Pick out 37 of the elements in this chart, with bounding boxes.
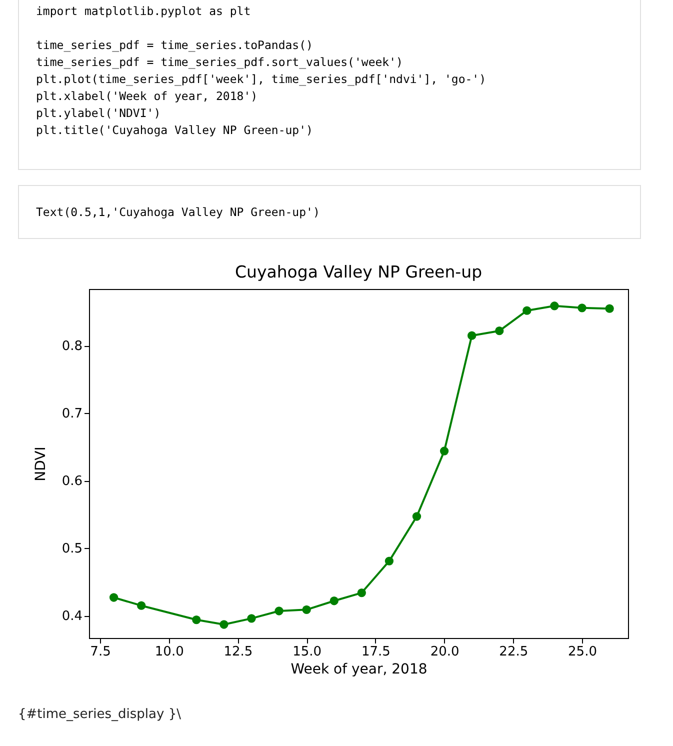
- point: [109, 593, 118, 602]
- point: [220, 620, 228, 629]
- point: [412, 512, 422, 521]
- point: [522, 306, 532, 315]
- point: [137, 601, 146, 610]
- x-tick-label: 15.0: [292, 644, 322, 660]
- text: {#time_series_display }\: [18, 707, 181, 722]
- point: [330, 596, 338, 606]
- y-tick-label: 0.5: [62, 542, 82, 557]
- x-tick-label: 7.5: [90, 644, 111, 660]
- x-tick-label: 25.0: [568, 644, 597, 660]
- y-tick-label: 0.4: [62, 609, 82, 624]
- point: [357, 588, 366, 598]
- y-tick-label: 0.6: [62, 474, 82, 490]
- chart-title: Cuyahoga Valley NP Green-up: [234, 262, 482, 282]
- point: [302, 605, 311, 614]
- point: [468, 331, 476, 340]
- y-tick-label: 0.7: [62, 406, 82, 422]
- x-tick-label: 17.5: [361, 644, 390, 660]
- point: [384, 556, 394, 566]
- y-tick-label: 0.8: [62, 339, 82, 354]
- y-axis-title: NDVI: [32, 446, 49, 482]
- text: import matplotlib.pyplot as plt time_series_pdf = time_series.toPandas() time_series_pdf = time_series_pdf.sort_values('week') plt.plot(time_series_pdf['week'], time_series_pdf['ndvi'], 'go-') plt.xlabel('Week of year, 2018') plt.ylabel('NDVI') plt.title('Cuyahoga Valley NP Green-up'): [36, 4, 486, 137]
- point: [274, 606, 284, 616]
- text: Text(0.5,1,'Cuyahoga Valley NP Green-up'): [18, 185, 641, 239]
- x-tick-label: 10.0: [154, 644, 184, 660]
- point: [578, 304, 586, 312]
- x-tick-label: 22.5: [499, 644, 528, 660]
- point: [495, 326, 504, 336]
- point: [247, 614, 256, 623]
- point: [605, 304, 614, 313]
- point: [192, 615, 201, 624]
- x-tick-label: 20.0: [430, 644, 460, 660]
- x-tick-label: 12.5: [224, 644, 253, 660]
- point: [440, 446, 449, 456]
- point: [550, 302, 559, 310]
- x-axis-title: Week of year, 2018: [290, 662, 428, 678]
